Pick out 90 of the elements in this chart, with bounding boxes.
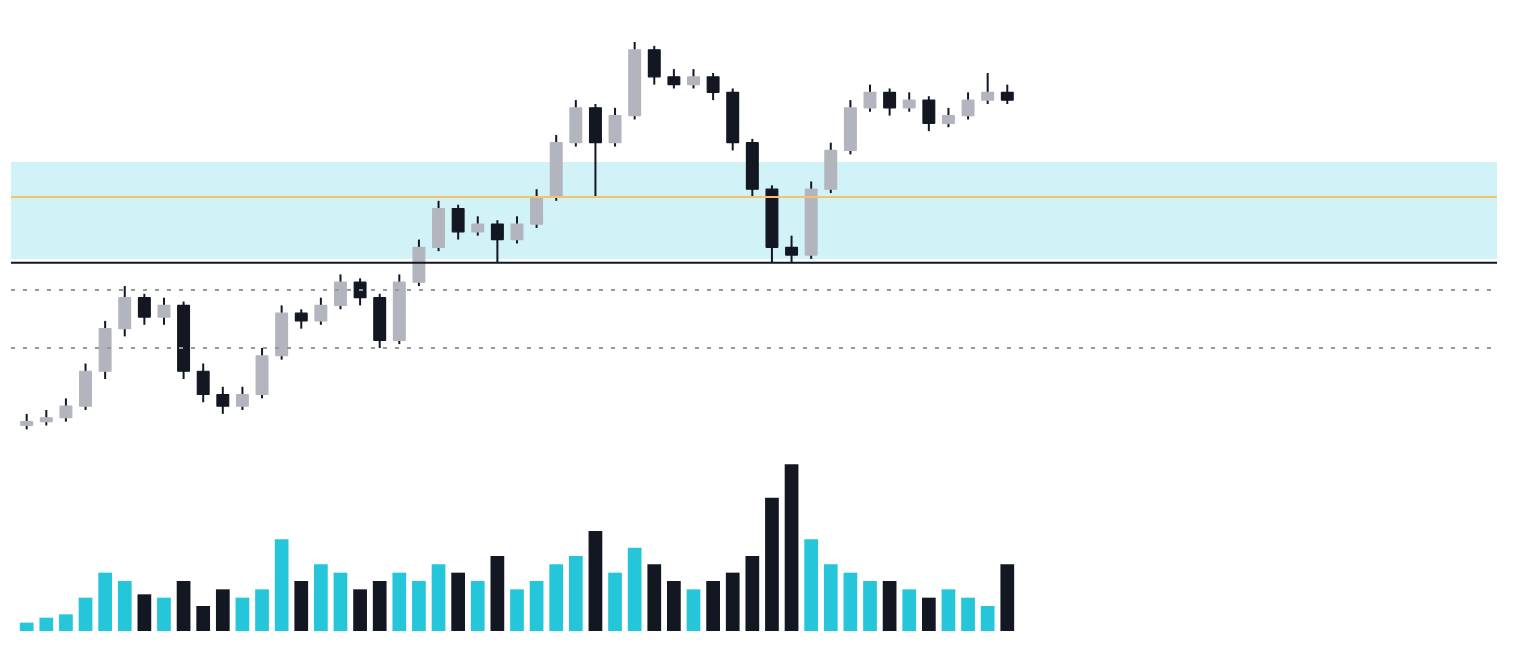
candlestick [334,273,347,311]
bar [725,572,740,631]
bar [353,589,367,631]
candlestick [687,68,700,90]
bar [784,464,799,631]
bar [176,581,191,631]
candlestick [647,44,661,86]
candlestick [843,99,857,156]
candlestick [1000,83,1014,105]
bar [431,564,446,631]
candlestick [314,296,328,326]
candlestick [373,292,387,350]
bar [902,589,917,631]
bar [568,556,583,631]
bar [235,597,250,631]
bar [137,594,152,631]
candlestick [432,199,446,253]
candlestick [961,91,975,121]
candlestick [745,137,759,198]
bar [314,564,328,631]
candlestick [608,106,622,148]
candlestick [98,319,112,381]
candlestick [981,71,995,105]
bar [667,581,681,631]
candlestick [824,141,838,195]
candlestick [588,102,602,198]
bar [745,556,760,631]
candlestick [706,71,720,102]
bar [510,589,524,631]
bar [255,589,269,631]
bar [59,614,73,631]
candlestick [255,347,269,400]
bar [451,572,466,631]
bar [882,581,897,631]
candlestick [59,397,73,423]
candlestick [569,99,583,148]
bar [98,572,112,631]
candlestick [235,385,249,412]
candlestick [530,188,544,229]
bar [980,606,995,631]
bar [215,589,230,631]
bar [588,531,603,631]
candlestick [353,277,367,307]
candlestick [294,308,308,330]
candlestick [667,68,681,90]
bar [627,547,642,631]
candlestick [216,385,230,415]
bar [333,572,348,631]
bar [647,564,662,631]
bar [804,539,819,631]
bar [823,564,838,631]
candlestick [510,215,524,245]
candlestick [471,215,485,237]
bar [294,581,309,631]
candlestick [79,362,93,412]
candlestick [137,292,151,326]
bar [196,606,211,631]
bar [941,589,956,631]
candlestick [883,87,897,117]
bar [78,597,93,631]
bar [608,572,622,631]
bar [157,597,171,631]
candlestick [451,203,465,241]
bar [19,622,34,631]
candlestick [922,95,936,133]
candlestick [157,296,171,326]
bar [117,581,132,631]
bar [372,581,387,631]
candlestick [118,285,132,338]
bar [1000,564,1015,631]
candlestick [863,83,877,113]
bar [686,589,701,631]
bar [765,497,779,631]
bar [921,597,936,631]
candlestick [941,106,955,129]
candlestick [196,362,210,404]
bar [412,581,426,631]
bar [961,597,975,631]
candlestick [275,304,289,361]
bar [529,581,544,631]
bar [843,572,858,631]
bar [490,556,505,631]
bar [549,564,564,631]
bar [863,581,877,631]
bar [470,581,485,631]
bar [39,617,54,631]
bar [274,539,289,631]
bar [392,572,407,631]
candlestick [902,91,916,113]
bar [706,581,720,631]
